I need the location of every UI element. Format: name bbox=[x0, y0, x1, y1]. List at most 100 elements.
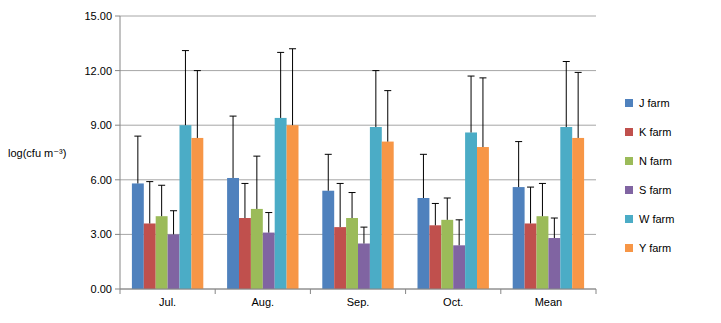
error-stem bbox=[363, 227, 364, 243]
error-cap bbox=[146, 181, 153, 182]
error-cap bbox=[182, 50, 189, 51]
error-stem bbox=[387, 91, 388, 142]
bar bbox=[441, 220, 453, 289]
error-stem bbox=[352, 193, 353, 218]
error-cap bbox=[325, 154, 332, 155]
x-tick-label: Sep. bbox=[347, 296, 370, 308]
bar bbox=[537, 216, 549, 289]
bar bbox=[513, 187, 525, 289]
error-cap bbox=[349, 192, 356, 193]
error-stem bbox=[256, 156, 257, 209]
bar bbox=[168, 234, 180, 289]
bar bbox=[334, 227, 346, 289]
y-tick bbox=[115, 70, 120, 71]
legend-label: Y farm bbox=[639, 242, 671, 254]
bars bbox=[132, 49, 584, 289]
error-bar bbox=[432, 203, 439, 225]
bar bbox=[572, 138, 584, 289]
bar bbox=[287, 125, 299, 289]
error-bar bbox=[349, 193, 356, 218]
error-bar bbox=[575, 72, 582, 138]
bar bbox=[429, 225, 441, 289]
error-cap bbox=[456, 219, 463, 220]
error-cap bbox=[384, 90, 391, 91]
grid-line bbox=[120, 289, 596, 290]
error-stem bbox=[137, 136, 138, 183]
grid-line bbox=[120, 16, 596, 17]
error-stem bbox=[566, 62, 567, 128]
bar bbox=[418, 198, 430, 289]
bar bbox=[144, 223, 156, 289]
error-stem bbox=[244, 183, 245, 218]
error-cap bbox=[444, 198, 451, 199]
x-tick bbox=[500, 289, 501, 294]
error-bar bbox=[277, 52, 284, 118]
y-tick-label: 3.00 bbox=[91, 228, 112, 240]
y-tick-label: 12.00 bbox=[84, 65, 112, 77]
x-tick bbox=[405, 289, 406, 294]
bar bbox=[156, 216, 168, 289]
error-stem bbox=[459, 220, 460, 245]
error-cap bbox=[515, 141, 522, 142]
error-bar bbox=[134, 136, 141, 183]
x-tick bbox=[596, 289, 597, 294]
y-tick-label: 9.00 bbox=[91, 119, 112, 131]
legend-swatch bbox=[625, 186, 633, 194]
legend-label: S farm bbox=[639, 184, 671, 196]
y-tick bbox=[115, 179, 120, 180]
error-cap bbox=[253, 156, 260, 157]
error-stem bbox=[268, 213, 269, 233]
bar bbox=[251, 209, 263, 289]
error-bar bbox=[384, 91, 391, 142]
error-cap bbox=[241, 183, 248, 184]
bar bbox=[191, 138, 203, 289]
error-cap bbox=[563, 61, 570, 62]
x-tick bbox=[120, 289, 121, 294]
error-cap bbox=[337, 183, 344, 184]
error-cap bbox=[158, 185, 165, 186]
bar bbox=[180, 125, 192, 289]
error-stem bbox=[542, 183, 543, 216]
error-bar bbox=[420, 154, 427, 198]
error-stem bbox=[518, 142, 519, 188]
error-cap bbox=[277, 52, 284, 53]
error-stem bbox=[280, 52, 281, 118]
error-cap bbox=[194, 70, 201, 71]
legend-swatch bbox=[625, 215, 633, 223]
error-stem bbox=[328, 154, 329, 190]
bar bbox=[465, 132, 477, 289]
x-tick-label: Oct. bbox=[443, 296, 463, 308]
error-bar bbox=[479, 78, 486, 147]
error-bar bbox=[515, 142, 522, 188]
error-stem bbox=[149, 182, 150, 224]
bar bbox=[263, 233, 275, 289]
error-bar bbox=[372, 71, 379, 127]
x-axis bbox=[120, 289, 596, 290]
legend-label: W farm bbox=[639, 213, 674, 225]
legend-label: J farm bbox=[639, 97, 670, 109]
error-bar bbox=[170, 211, 177, 235]
error-cap bbox=[551, 218, 558, 219]
error-bar bbox=[241, 183, 248, 218]
error-bar bbox=[563, 62, 570, 128]
error-stem bbox=[435, 203, 436, 225]
bar bbox=[525, 223, 537, 289]
error-bar bbox=[539, 183, 546, 216]
y-tick bbox=[115, 125, 120, 126]
y-tick bbox=[115, 289, 120, 290]
bar bbox=[477, 147, 489, 289]
error-stem bbox=[530, 187, 531, 223]
legend-swatch bbox=[625, 99, 633, 107]
bar bbox=[227, 178, 239, 289]
error-cap bbox=[432, 203, 439, 204]
y-tick bbox=[115, 16, 120, 17]
y-tick-label: 15.00 bbox=[84, 10, 112, 22]
bar bbox=[322, 191, 334, 289]
error-cap bbox=[134, 136, 141, 137]
error-stem bbox=[173, 211, 174, 235]
error-bar bbox=[468, 76, 475, 132]
error-bar bbox=[146, 182, 153, 224]
error-bar bbox=[527, 187, 534, 223]
error-bar bbox=[289, 49, 296, 125]
x-tick bbox=[215, 289, 216, 294]
